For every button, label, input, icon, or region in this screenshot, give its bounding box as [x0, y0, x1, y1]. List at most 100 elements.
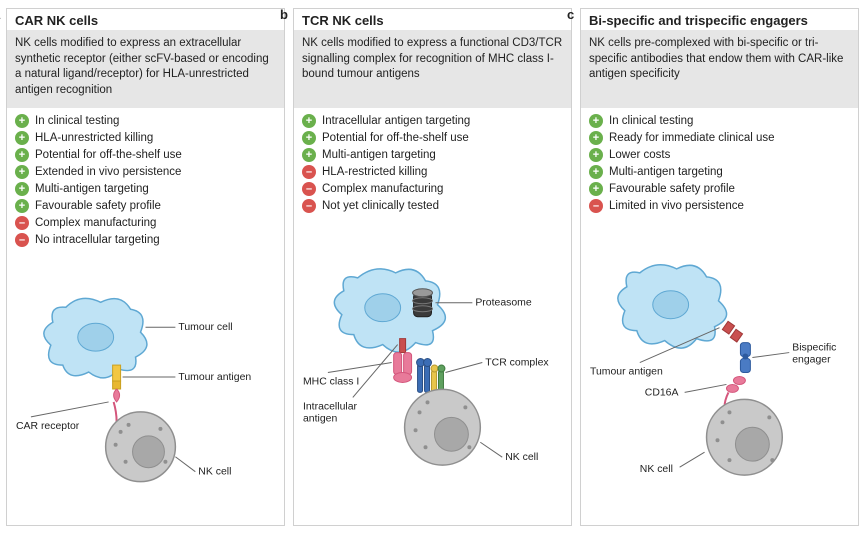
mhc-icon	[394, 353, 412, 383]
desc-a: NK cells modified to express an extracel…	[7, 30, 284, 108]
feature-text: Multi-antigen targeting	[322, 149, 436, 161]
desc-c: NK cells pre-complexed with bi-specific …	[581, 30, 858, 108]
feature-item: –Complex manufacturing	[302, 182, 563, 196]
minus-icon: –	[302, 182, 316, 196]
feature-item: + In clinical testing	[15, 114, 276, 128]
features-b: + Intracellular antigen targeting + Potent…	[294, 108, 571, 215]
bispecific-engager-icon	[740, 343, 750, 373]
nk-cell-label: NK cell	[505, 452, 538, 463]
feature-item: + Multi-antigen targeting	[589, 165, 850, 179]
feature-text: Ready for immediate clinical use	[609, 132, 775, 144]
diagram-b: Proteasome MHC class I Intracellular ant…	[294, 215, 571, 525]
title-a: CAR NK cells	[7, 9, 284, 30]
plus-icon: +	[15, 131, 29, 145]
panel-label-c: c	[567, 7, 574, 22]
feature-item: –HLA-restricted killing	[302, 165, 563, 179]
plus-icon: +	[589, 165, 603, 179]
panel-car-nk: a CAR NK cells NK cells modified to expr…	[6, 8, 285, 526]
plus-icon: +	[589, 131, 603, 145]
feature-text: Multi-antigen targeting	[609, 166, 723, 178]
feature-text: Complex manufacturing	[35, 217, 156, 229]
minus-icon: –	[589, 199, 603, 213]
feature-item: –No intracellular targeting	[15, 233, 276, 247]
feature-item: –Not yet clinically tested	[302, 199, 563, 213]
plus-icon: +	[589, 148, 603, 162]
minus-icon: –	[302, 199, 316, 213]
feature-item: + Potential for off-the-shelf use	[302, 131, 563, 145]
minus-icon: –	[302, 165, 316, 179]
feature-item: + Favourable safety profile	[589, 182, 850, 196]
proteasome-icon	[413, 289, 433, 317]
features-a: + In clinical testing + HLA-unrestricted k…	[7, 108, 284, 249]
title-c: Bi-specific and trispecific engagers	[581, 9, 858, 30]
car-receptor-label: CAR receptor	[16, 421, 80, 432]
tcr-complex-label: TCR complex	[485, 358, 549, 369]
feature-text: Multi-antigen targeting	[35, 183, 149, 195]
tumour-antigen-label: Tumour antigen	[178, 372, 251, 383]
plus-icon: +	[302, 148, 316, 162]
plus-icon: +	[15, 182, 29, 196]
feature-item: + In clinical testing	[589, 114, 850, 128]
feature-item: + HLA-unrestricted killing	[15, 131, 276, 145]
feature-text: In clinical testing	[609, 115, 693, 127]
feature-item: + Multi-antigen targeting	[302, 148, 563, 162]
nk-cell-label: NK cell	[198, 467, 231, 478]
plus-icon: +	[589, 114, 603, 128]
plus-icon: +	[15, 165, 29, 179]
feature-text: No intracellular targeting	[35, 234, 160, 246]
intracellular-antigen-label2: antigen	[303, 413, 337, 424]
panel-label-b: b	[280, 7, 288, 22]
tumour-antigen-icon	[722, 321, 734, 334]
feature-text: Complex manufacturing	[322, 183, 443, 195]
bispecific-label: Bispecific	[792, 343, 836, 354]
plus-icon: +	[589, 182, 603, 196]
panel-engagers: c Bi-specific and trispecific engagers N…	[580, 8, 859, 526]
nk-cell-label: NK cell	[640, 464, 673, 475]
feature-item: –Limited in vivo persistence	[589, 199, 850, 213]
bispecific-label2: engager	[792, 355, 831, 366]
tcr-complex-icon	[417, 359, 445, 393]
mhc-label: MHC class I	[303, 376, 359, 387]
plus-icon: +	[302, 114, 316, 128]
feature-item: –Complex manufacturing	[15, 216, 276, 230]
feature-item: + Multi-antigen targeting	[15, 182, 276, 196]
tumour-antigen-icon	[113, 365, 121, 381]
plus-icon: +	[302, 131, 316, 145]
plus-icon: +	[15, 148, 29, 162]
feature-item: + Intracellular antigen targeting	[302, 114, 563, 128]
feature-text: Potential for off-the-shelf use	[322, 132, 469, 144]
feature-text: HLA-restricted killing	[322, 166, 427, 178]
tumour-antigen-label: Tumour antigen	[590, 366, 663, 377]
cd16a-label: CD16A	[645, 387, 679, 398]
car-receptor-icon	[114, 389, 120, 402]
feature-text: In clinical testing	[35, 115, 119, 127]
intracellular-antigen-label: Intracellular	[303, 401, 358, 412]
desc-b: NK cells modified to express a functiona…	[294, 30, 571, 108]
diagram-a: Tumour cell Tumour antigen CAR receptor …	[7, 249, 284, 525]
feature-text: Favourable safety profile	[609, 183, 735, 195]
feature-text: Extended in vivo persistence	[35, 166, 181, 178]
minus-icon: –	[15, 216, 29, 230]
features-c: + In clinical testing + Ready for immediat…	[581, 108, 858, 215]
feature-text: Lower costs	[609, 149, 670, 161]
tumour-cell-label: Tumour cell	[178, 322, 232, 333]
feature-text: Limited in vivo persistence	[609, 200, 744, 212]
plus-icon: +	[15, 199, 29, 213]
feature-item: + Favourable safety profile	[15, 199, 276, 213]
feature-item: + Ready for immediate clinical use	[589, 131, 850, 145]
plus-icon: +	[15, 114, 29, 128]
antigen-icon	[400, 339, 406, 353]
title-b: TCR NK cells	[294, 9, 571, 30]
panel-tcr-nk: b TCR NK cells NK cells modified to expr…	[293, 8, 572, 526]
minus-icon: –	[15, 233, 29, 247]
feature-text: HLA-unrestricted killing	[35, 132, 153, 144]
feature-text: Intracellular antigen targeting	[322, 115, 470, 127]
feature-item: + Lower costs	[589, 148, 850, 162]
feature-item: + Extended in vivo persistence	[15, 165, 276, 179]
diagram-c: Tumour antigen Bispecific engager CD16A	[581, 215, 858, 525]
proteasome-label: Proteasome	[475, 298, 532, 309]
feature-text: Favourable safety profile	[35, 200, 161, 212]
feature-text: Not yet clinically tested	[322, 200, 439, 212]
feature-text: Potential for off-the-shelf use	[35, 149, 182, 161]
feature-item: + Potential for off-the-shelf use	[15, 148, 276, 162]
